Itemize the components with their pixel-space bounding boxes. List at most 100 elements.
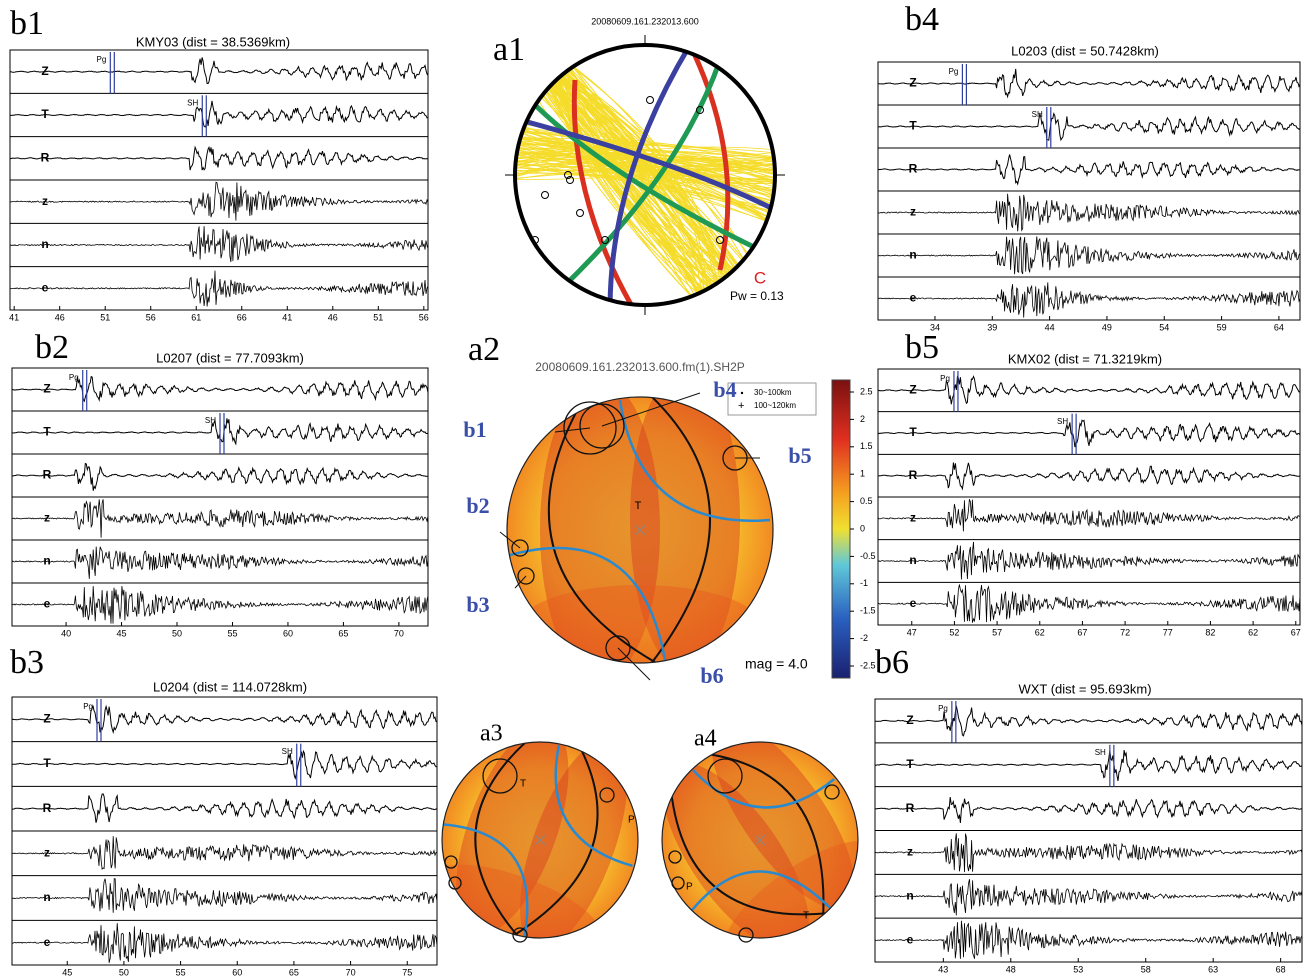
amplitude-ball <box>507 397 773 663</box>
panel-label: b4 <box>905 1 939 38</box>
trace-label: Z <box>909 383 916 397</box>
waveform <box>877 541 1301 580</box>
solution-line <box>515 160 775 227</box>
center-mark <box>634 524 646 536</box>
panel-label: b5 <box>905 329 939 366</box>
pick-label: SH <box>1057 417 1068 426</box>
waveform <box>875 797 1303 824</box>
station-circle <box>605 635 631 661</box>
panel-label: a3 <box>480 721 503 747</box>
panel-title: L0207 (dist = 77.7093km) <box>156 350 304 365</box>
waveform <box>12 499 429 538</box>
pick-label: Pg <box>69 373 79 382</box>
legend-entry: 30~100km <box>754 388 792 397</box>
station-circle <box>482 758 518 794</box>
amplitude-lobe <box>662 762 809 938</box>
station-circle <box>599 787 615 803</box>
x-tick-label: 72 <box>1120 627 1130 637</box>
waveform <box>9 100 429 128</box>
waveform <box>9 57 429 84</box>
panel-title: L0203 (dist = 50.7428km) <box>1011 43 1159 58</box>
waveform <box>11 375 429 403</box>
x-tick-label: 70 <box>346 967 356 977</box>
nodal-plane <box>607 45 693 305</box>
polarity-open <box>564 171 572 179</box>
trace-label: R <box>909 468 918 482</box>
axis-label: T <box>635 500 642 512</box>
x-tick-label: 41 <box>9 312 19 322</box>
axis-label: P <box>686 882 693 893</box>
x-tick-label: 48 <box>1006 964 1016 974</box>
callout-line <box>601 392 701 427</box>
station-circle <box>517 567 535 585</box>
trace-label: n <box>909 553 916 567</box>
x-tick-label: 70 <box>394 628 404 638</box>
x-tick-label: 47 <box>907 627 917 637</box>
x-tick-label: 49 <box>1102 322 1112 332</box>
x-tick-label: 59 <box>1217 322 1227 332</box>
waveform <box>874 920 1303 959</box>
callout-line <box>514 575 527 589</box>
polarity-open <box>566 176 574 184</box>
panel-label: a1 <box>493 31 525 68</box>
x-tick-label: 60 <box>232 967 242 977</box>
trace-label: z <box>42 194 48 208</box>
x-tick-label: 43 <box>938 964 948 974</box>
waveform <box>878 236 1301 275</box>
trace-label: Z <box>43 382 50 396</box>
x-tick-label: 45 <box>62 967 72 977</box>
panel-label: b3 <box>10 644 44 681</box>
waveform <box>11 704 438 735</box>
pick-label: SH <box>1095 748 1106 757</box>
legend-plus: + <box>738 400 744 412</box>
panel-label: b1 <box>10 5 44 42</box>
waveform <box>11 462 429 491</box>
x-tick-label: 57 <box>992 627 1002 637</box>
polarity-open <box>541 191 549 199</box>
callout-label: b2 <box>466 493 489 518</box>
colorbar-tick-label: 0 <box>860 523 865 533</box>
waveform <box>9 181 429 221</box>
callout-label: b6 <box>700 663 723 688</box>
colorbar <box>831 379 851 679</box>
pick-label: Pg <box>97 55 107 64</box>
solution-line <box>515 127 775 186</box>
colorbar-tick-label: 1 <box>860 469 865 479</box>
trace-label: T <box>41 107 49 121</box>
trace-label: e <box>44 935 51 949</box>
waveform <box>11 749 438 781</box>
waveform <box>12 793 438 823</box>
ball-outline <box>661 741 859 939</box>
panel-title: KMX02 (dist = 71.3219km) <box>1008 351 1162 366</box>
station-circle <box>579 403 625 449</box>
null-line <box>692 769 836 809</box>
x-tick-label: 41 <box>282 312 292 322</box>
colorbar-tick-label: -2 <box>860 633 868 643</box>
polarity-open <box>576 209 584 217</box>
trace-label: e <box>907 932 914 946</box>
station-circle <box>512 927 528 943</box>
panel-title: L0204 (dist = 114.0728km) <box>153 679 307 694</box>
trace-label: e <box>42 281 49 295</box>
waveform <box>11 836 438 871</box>
colorbar-tick-label: 2 <box>860 414 865 424</box>
pick-label: SH <box>282 747 293 756</box>
x-tick-label: 77 <box>1163 627 1173 637</box>
null-line <box>443 823 529 937</box>
x-tick-label: 44 <box>1045 322 1055 332</box>
trace-label: Z <box>906 713 913 727</box>
null-line <box>691 870 831 911</box>
pw-label: Pw = 0.13 <box>730 289 784 303</box>
pick-label: SH <box>187 98 198 107</box>
x-tick-label: 55 <box>227 628 237 638</box>
station-circle <box>668 850 682 864</box>
trace-label: R <box>43 801 52 815</box>
nodal-plane <box>528 98 762 253</box>
trace-label: R <box>43 468 52 482</box>
x-tick-label: 67 <box>1291 627 1301 637</box>
x-tick-label: 53 <box>1073 964 1083 974</box>
station-circle <box>448 876 462 890</box>
nodal-line <box>474 742 531 938</box>
polarity-open <box>716 236 724 244</box>
